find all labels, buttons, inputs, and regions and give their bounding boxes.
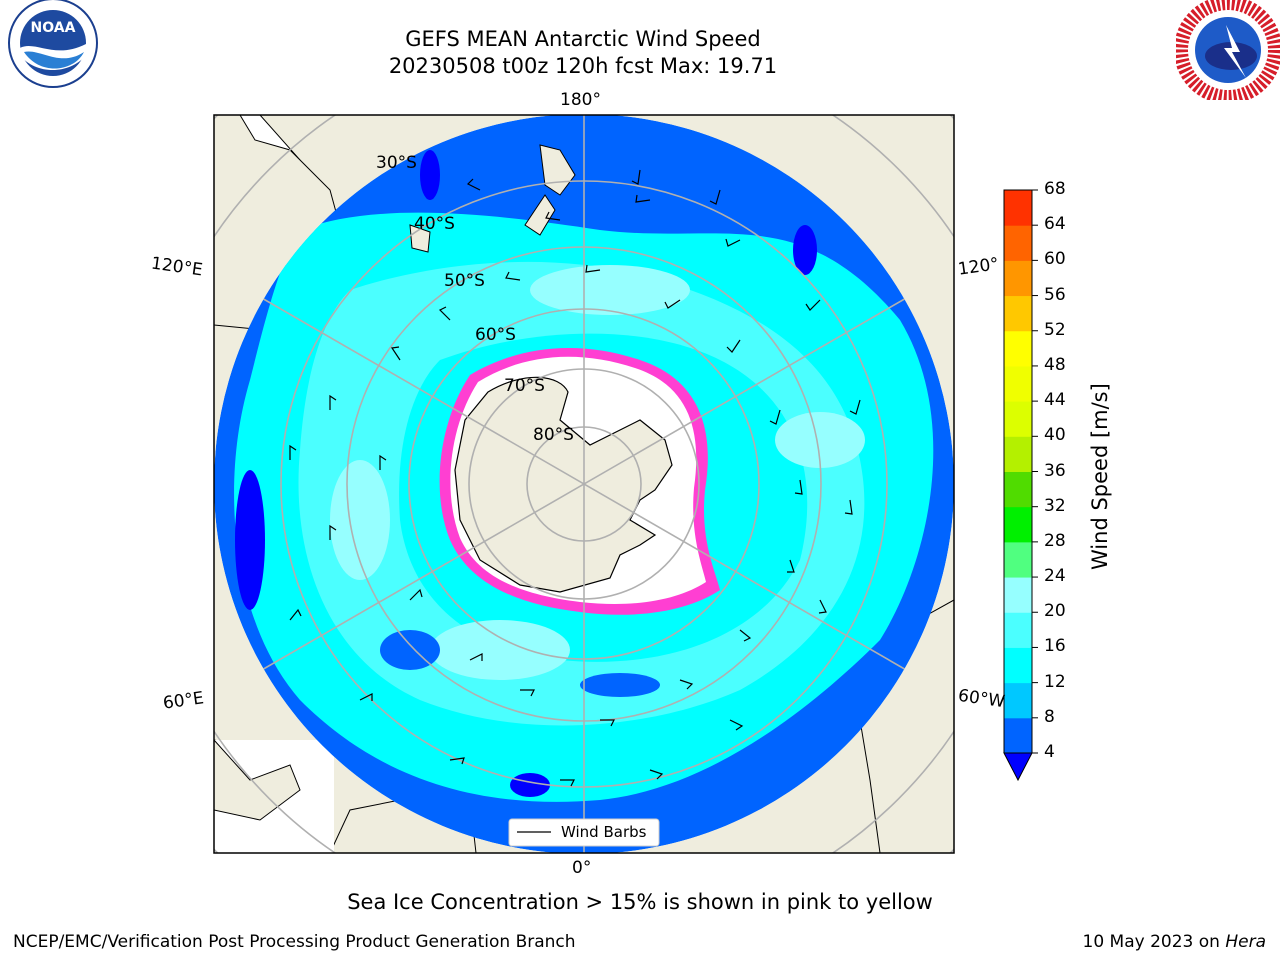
- colorbar-segment: [1004, 612, 1032, 648]
- footer-credit: NCEP/EMC/Verification Post Processing Pr…: [13, 932, 576, 952]
- colorbar-segment: [1004, 506, 1032, 543]
- wind-4-8-patch: [580, 673, 660, 697]
- lat-label-70s: 70°S: [504, 376, 545, 396]
- colorbar-tick-label: 44: [1044, 390, 1066, 411]
- lat-label-60s: 60°S: [475, 325, 516, 345]
- colorbar-tick-label: 52: [1044, 319, 1066, 340]
- colorbar-segment: [1004, 436, 1032, 472]
- colorbar-segment: [1004, 541, 1032, 578]
- colorbar-segment: [1004, 330, 1032, 367]
- page-title: GEFS MEAN Antarctic Wind Speed: [405, 27, 761, 51]
- footer-host: Hera: [1225, 932, 1266, 952]
- colorbar-segment: [1004, 225, 1032, 261]
- footer-date: 10 May 2023 on Hera: [1083, 932, 1267, 952]
- noaa-logo: NOAA: [8, 0, 98, 88]
- colorbar-tick-label: 36: [1044, 460, 1066, 481]
- colorbar-tick-label: 12: [1044, 671, 1066, 692]
- colorbar-tick-label: 64: [1044, 214, 1066, 235]
- madagascar-fill: [214, 739, 301, 821]
- lat-label-30s: 30°S: [376, 153, 417, 173]
- colorbar-segment: [1004, 471, 1032, 508]
- antarctica: [454, 376, 673, 593]
- colorbar-tick-label: 20: [1044, 601, 1066, 622]
- wind-16-20-patch-d: [775, 412, 865, 468]
- legend-label: Wind Barbs: [561, 823, 647, 841]
- colorbar-tick-label: 28: [1044, 530, 1066, 551]
- colorbar-segment: [1004, 260, 1032, 297]
- colorbar-extend: [1003, 752, 1033, 782]
- new-zealand-south: [524, 194, 556, 236]
- lat-label-40s: 40°S: [414, 214, 455, 234]
- colorbar-segment: [1004, 295, 1032, 332]
- lat-label-50s: 50°S: [444, 271, 485, 291]
- colorbar-tick-label: 32: [1044, 495, 1066, 516]
- colorbar-segment: [1004, 365, 1032, 402]
- colorbar-tick-label: 48: [1044, 354, 1066, 375]
- wind-16-20-patch-b: [330, 460, 390, 580]
- colorbar-tick-label: 40: [1044, 425, 1066, 446]
- wind-low-patch-d: [510, 773, 550, 797]
- page-subtitle: 20230508 t00z 120h fcst Max: 19.71: [388, 54, 778, 78]
- noaa-logo-text: NOAA: [31, 20, 76, 36]
- colorbar-tick-label: 8: [1044, 706, 1055, 727]
- wind-16-20-patch-a: [530, 265, 690, 315]
- wind-low-patch-b: [793, 225, 817, 275]
- colorbar-tick-label: 16: [1044, 636, 1066, 657]
- colorbar-segment: [1004, 401, 1032, 437]
- colorbar-segment: [1004, 577, 1032, 613]
- wind-barbs: [289, 169, 861, 787]
- colorbar-label-text: Wind Speed [m/s]: [1088, 383, 1112, 570]
- map-frame: [213, 114, 955, 854]
- colorbar-tick-label: 4: [1044, 742, 1055, 762]
- lon-label-180: 180°: [560, 90, 601, 110]
- wind-16-20-patch-c: [430, 620, 570, 680]
- legend-box: [508, 818, 660, 847]
- wind-low-patch-a: [235, 470, 265, 610]
- colorbar-tick-label: 60: [1044, 249, 1066, 270]
- colorbar-tick-label: 68: [1044, 179, 1066, 199]
- colorbar-segment: [1004, 682, 1032, 719]
- colorbar: [1003, 189, 1038, 782]
- lon-label-0: 0°: [572, 858, 592, 878]
- caption: Sea Ice Concentration > 15% is shown in …: [347, 890, 933, 914]
- colorbar-tick-label: 56: [1044, 284, 1066, 305]
- colorbar-segment: [1004, 717, 1032, 754]
- footer-date-text: 10 May 2023 on: [1082, 932, 1226, 952]
- graticule: [214, 115, 954, 853]
- wind-low-patch-c: [420, 150, 440, 200]
- colorbar-segment: [1004, 190, 1032, 226]
- colorbar-segment: [1004, 647, 1032, 684]
- colorbar-tick-label: 24: [1044, 566, 1066, 587]
- lat-label-80s: 80°S: [533, 425, 574, 445]
- nws-logo: [1176, 0, 1280, 100]
